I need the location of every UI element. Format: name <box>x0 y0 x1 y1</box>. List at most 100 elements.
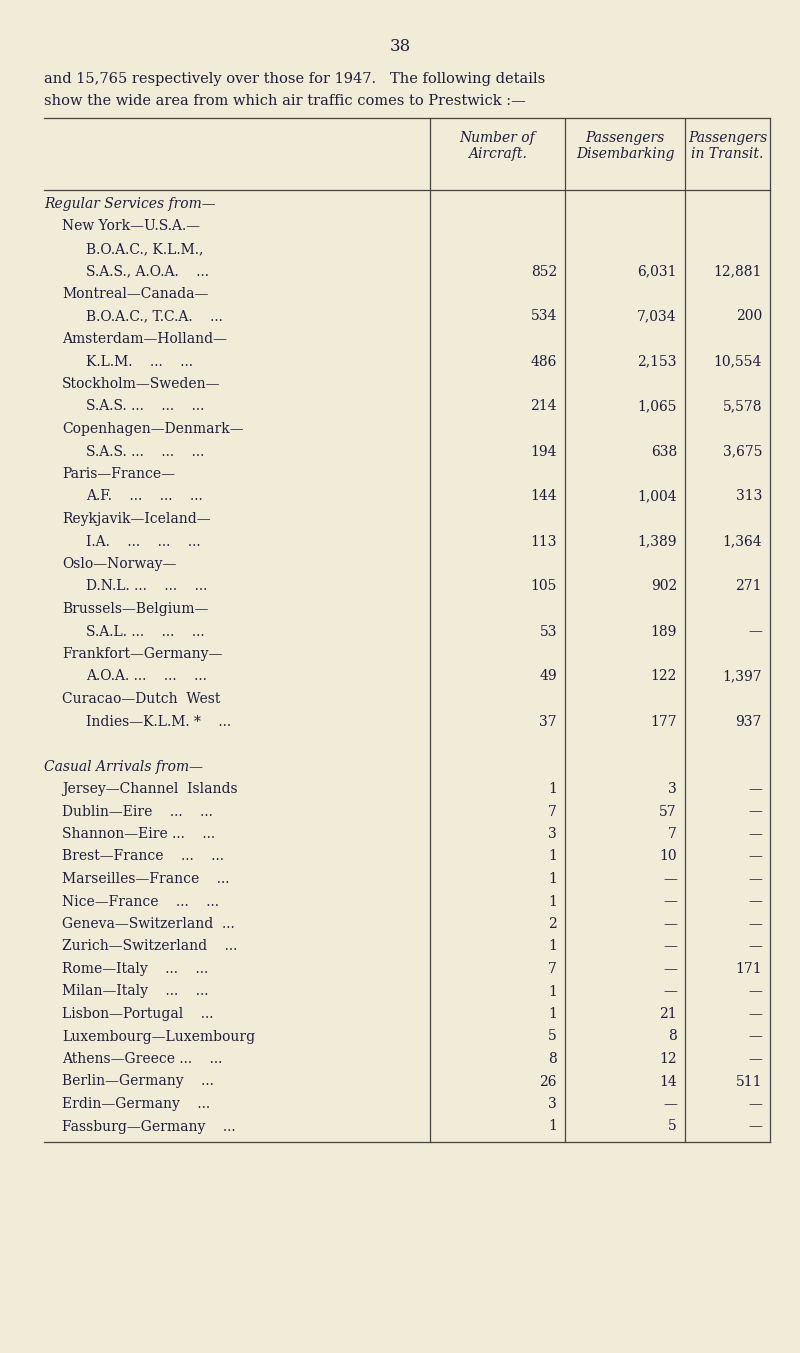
Text: Frankfort—Germany—: Frankfort—Germany— <box>62 647 222 662</box>
Text: 1,065: 1,065 <box>638 399 677 414</box>
Text: —: — <box>663 917 677 931</box>
Text: 852: 852 <box>530 264 557 279</box>
Text: Marseilles—France    ...: Marseilles—France ... <box>62 871 230 886</box>
Text: Passengers: Passengers <box>688 131 767 145</box>
Text: Aircraft.: Aircraft. <box>468 147 527 161</box>
Text: 3: 3 <box>668 782 677 796</box>
Text: 1,364: 1,364 <box>722 534 762 548</box>
Text: 2: 2 <box>548 917 557 931</box>
Text: 534: 534 <box>530 310 557 323</box>
Text: —: — <box>748 985 762 999</box>
Text: 200: 200 <box>736 310 762 323</box>
Text: 5,578: 5,578 <box>722 399 762 414</box>
Text: Regular Services from—: Regular Services from— <box>44 198 216 211</box>
Text: 1,397: 1,397 <box>722 670 762 683</box>
Text: —: — <box>748 939 762 954</box>
Text: —: — <box>663 1097 677 1111</box>
Text: —: — <box>748 805 762 819</box>
Text: 49: 49 <box>539 670 557 683</box>
Text: and 15,765 respectively over those for 1947.   The following details: and 15,765 respectively over those for 1… <box>44 72 546 87</box>
Text: —: — <box>748 917 762 931</box>
Text: Reykjavik—Iceland—: Reykjavik—Iceland— <box>62 511 210 526</box>
Text: Casual Arrivals from—: Casual Arrivals from— <box>44 759 203 774</box>
Text: 7,034: 7,034 <box>638 310 677 323</box>
Text: 1: 1 <box>548 782 557 796</box>
Text: 1: 1 <box>548 871 557 886</box>
Text: A.F.    ...    ...    ...: A.F. ... ... ... <box>86 490 202 503</box>
Text: Disembarking: Disembarking <box>576 147 674 161</box>
Text: Rome—Italy    ...    ...: Rome—Italy ... ... <box>62 962 208 976</box>
Text: —: — <box>748 1097 762 1111</box>
Text: Athens—Greece ...    ...: Athens—Greece ... ... <box>62 1053 222 1066</box>
Text: —: — <box>748 871 762 886</box>
Text: S.A.L. ...    ...    ...: S.A.L. ... ... ... <box>86 625 205 639</box>
Text: Lisbon—Portugal    ...: Lisbon—Portugal ... <box>62 1007 214 1022</box>
Text: —: — <box>663 871 677 886</box>
Text: Indies—K.L.M. *    ...: Indies—K.L.M. * ... <box>86 714 231 728</box>
Text: —: — <box>748 850 762 863</box>
Text: 8: 8 <box>548 1053 557 1066</box>
Text: 7: 7 <box>548 805 557 819</box>
Text: —: — <box>748 894 762 908</box>
Text: Stockholm—Sweden—: Stockholm—Sweden— <box>62 377 221 391</box>
Text: 638: 638 <box>650 445 677 459</box>
Text: —: — <box>748 782 762 796</box>
Text: 3,675: 3,675 <box>722 445 762 459</box>
Text: 189: 189 <box>650 625 677 639</box>
Text: Zurich—Switzerland    ...: Zurich—Switzerland ... <box>62 939 238 954</box>
Text: 57: 57 <box>659 805 677 819</box>
Text: Nice—France    ...    ...: Nice—France ... ... <box>62 894 219 908</box>
Text: 3: 3 <box>548 1097 557 1111</box>
Text: 26: 26 <box>539 1074 557 1089</box>
Text: Shannon—Eire ...    ...: Shannon—Eire ... ... <box>62 827 215 842</box>
Text: 7: 7 <box>668 827 677 842</box>
Text: —: — <box>663 962 677 976</box>
Text: 1,389: 1,389 <box>638 534 677 548</box>
Text: 313: 313 <box>736 490 762 503</box>
Text: 486: 486 <box>530 354 557 368</box>
Text: Montreal—Canada—: Montreal—Canada— <box>62 287 208 300</box>
Text: in Transit.: in Transit. <box>691 147 764 161</box>
Text: show the wide area from which air traffic comes to Prestwick :—: show the wide area from which air traffi… <box>44 93 526 108</box>
Text: —: — <box>748 1119 762 1134</box>
Text: A.O.A. ...    ...    ...: A.O.A. ... ... ... <box>86 670 207 683</box>
Text: 8: 8 <box>668 1030 677 1043</box>
Text: Paris—France—: Paris—France— <box>62 467 175 482</box>
Text: 14: 14 <box>659 1074 677 1089</box>
Text: —: — <box>748 827 762 842</box>
Text: 12,881: 12,881 <box>714 264 762 279</box>
Text: 5: 5 <box>668 1119 677 1134</box>
Text: 1: 1 <box>548 985 557 999</box>
Text: 194: 194 <box>530 445 557 459</box>
Text: B.O.A.C., T.C.A.    ...: B.O.A.C., T.C.A. ... <box>86 310 223 323</box>
Text: 937: 937 <box>736 714 762 728</box>
Text: S.A.S., A.O.A.    ...: S.A.S., A.O.A. ... <box>86 264 209 279</box>
Text: K.L.M.    ...    ...: K.L.M. ... ... <box>86 354 193 368</box>
Text: 1: 1 <box>548 850 557 863</box>
Text: 10: 10 <box>659 850 677 863</box>
Text: Curacao—Dutch  West: Curacao—Dutch West <box>62 691 220 706</box>
Text: New York—U.S.A.—: New York—U.S.A.— <box>62 219 200 234</box>
Text: —: — <box>663 894 677 908</box>
Text: 53: 53 <box>539 625 557 639</box>
Text: Oslo—Norway—: Oslo—Norway— <box>62 557 176 571</box>
Text: —: — <box>748 625 762 639</box>
Text: 12: 12 <box>659 1053 677 1066</box>
Text: 214: 214 <box>530 399 557 414</box>
Text: 7: 7 <box>548 962 557 976</box>
Text: Number of: Number of <box>460 131 535 145</box>
Text: 1: 1 <box>548 939 557 954</box>
Text: 5: 5 <box>548 1030 557 1043</box>
Text: 1,004: 1,004 <box>638 490 677 503</box>
Text: 37: 37 <box>539 714 557 728</box>
Text: 21: 21 <box>659 1007 677 1022</box>
Text: 902: 902 <box>650 579 677 594</box>
Text: Brest—France    ...    ...: Brest—France ... ... <box>62 850 224 863</box>
Text: S.A.S. ...    ...    ...: S.A.S. ... ... ... <box>86 445 204 459</box>
Text: Milan—Italy    ...    ...: Milan—Italy ... ... <box>62 985 209 999</box>
Text: Dublin—Eire    ...    ...: Dublin—Eire ... ... <box>62 805 213 819</box>
Text: 38: 38 <box>390 38 410 55</box>
Text: Fassburg—Germany    ...: Fassburg—Germany ... <box>62 1119 236 1134</box>
Text: —: — <box>663 939 677 954</box>
Text: S.A.S. ...    ...    ...: S.A.S. ... ... ... <box>86 399 204 414</box>
